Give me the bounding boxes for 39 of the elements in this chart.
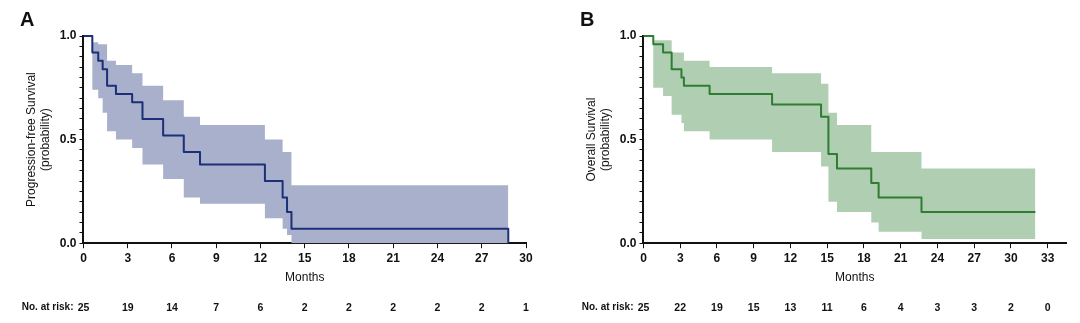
x-tick-label: 15 <box>820 250 835 265</box>
y-axis-title: Progression-free Survival (probability) <box>23 72 52 207</box>
x-tick-label: 30 <box>519 250 533 265</box>
x-tick-label: 0 <box>640 250 648 265</box>
x-tick-label: 24 <box>930 250 945 265</box>
x-tick-label: 3 <box>676 250 684 265</box>
x-tick-label: 15 <box>298 250 312 265</box>
x-tick-label: 27 <box>475 250 489 265</box>
y-tick-label: 0.0 <box>619 235 637 250</box>
text: 25 19 14 7 6 2 2 2 2 2 1 <box>77 301 529 313</box>
chart-title: B <box>580 7 595 30</box>
text: No. at risk: <box>21 300 74 314</box>
x-tick-label: 24 <box>430 250 445 265</box>
x-axis-title: Months <box>835 270 875 285</box>
text: No. at risk: <box>581 300 634 314</box>
x-tick-label: 30 <box>1004 250 1018 265</box>
y-axis-title: Overall Survival (probability) <box>583 97 612 182</box>
y-tick-label: 0.5 <box>619 131 637 146</box>
x-tick-label: 27 <box>967 250 982 265</box>
x-tick-label: 18 <box>857 250 871 265</box>
x-tick-label: 0 <box>80 250 88 265</box>
chart-title: A <box>20 7 35 30</box>
x-tick-label: 12 <box>253 250 268 265</box>
x-tick-label: 21 <box>893 250 908 265</box>
x-tick-label: 12 <box>783 250 798 265</box>
x-tick-label: 3 <box>124 250 132 265</box>
y-tick-label: 1.0 <box>59 28 77 43</box>
x-axis-title: Months <box>285 270 325 285</box>
x-tick-label: 9 <box>750 250 758 265</box>
x-tick-label: 9 <box>212 250 220 265</box>
x-tick-label: 6 <box>713 250 721 265</box>
y-tick-label: 0.0 <box>59 235 77 250</box>
x-tick-label: 18 <box>342 250 356 265</box>
x-tick-label: 33 <box>1040 250 1055 265</box>
x-tick-label: 6 <box>168 250 176 265</box>
text: 25 22 19 15 13 11 6 4 3 3 2 0 <box>637 301 1051 313</box>
y-tick-label: 0.5 <box>59 131 77 146</box>
x-tick-label: 21 <box>386 250 401 265</box>
y-tick-label: 1.0 <box>619 28 637 43</box>
